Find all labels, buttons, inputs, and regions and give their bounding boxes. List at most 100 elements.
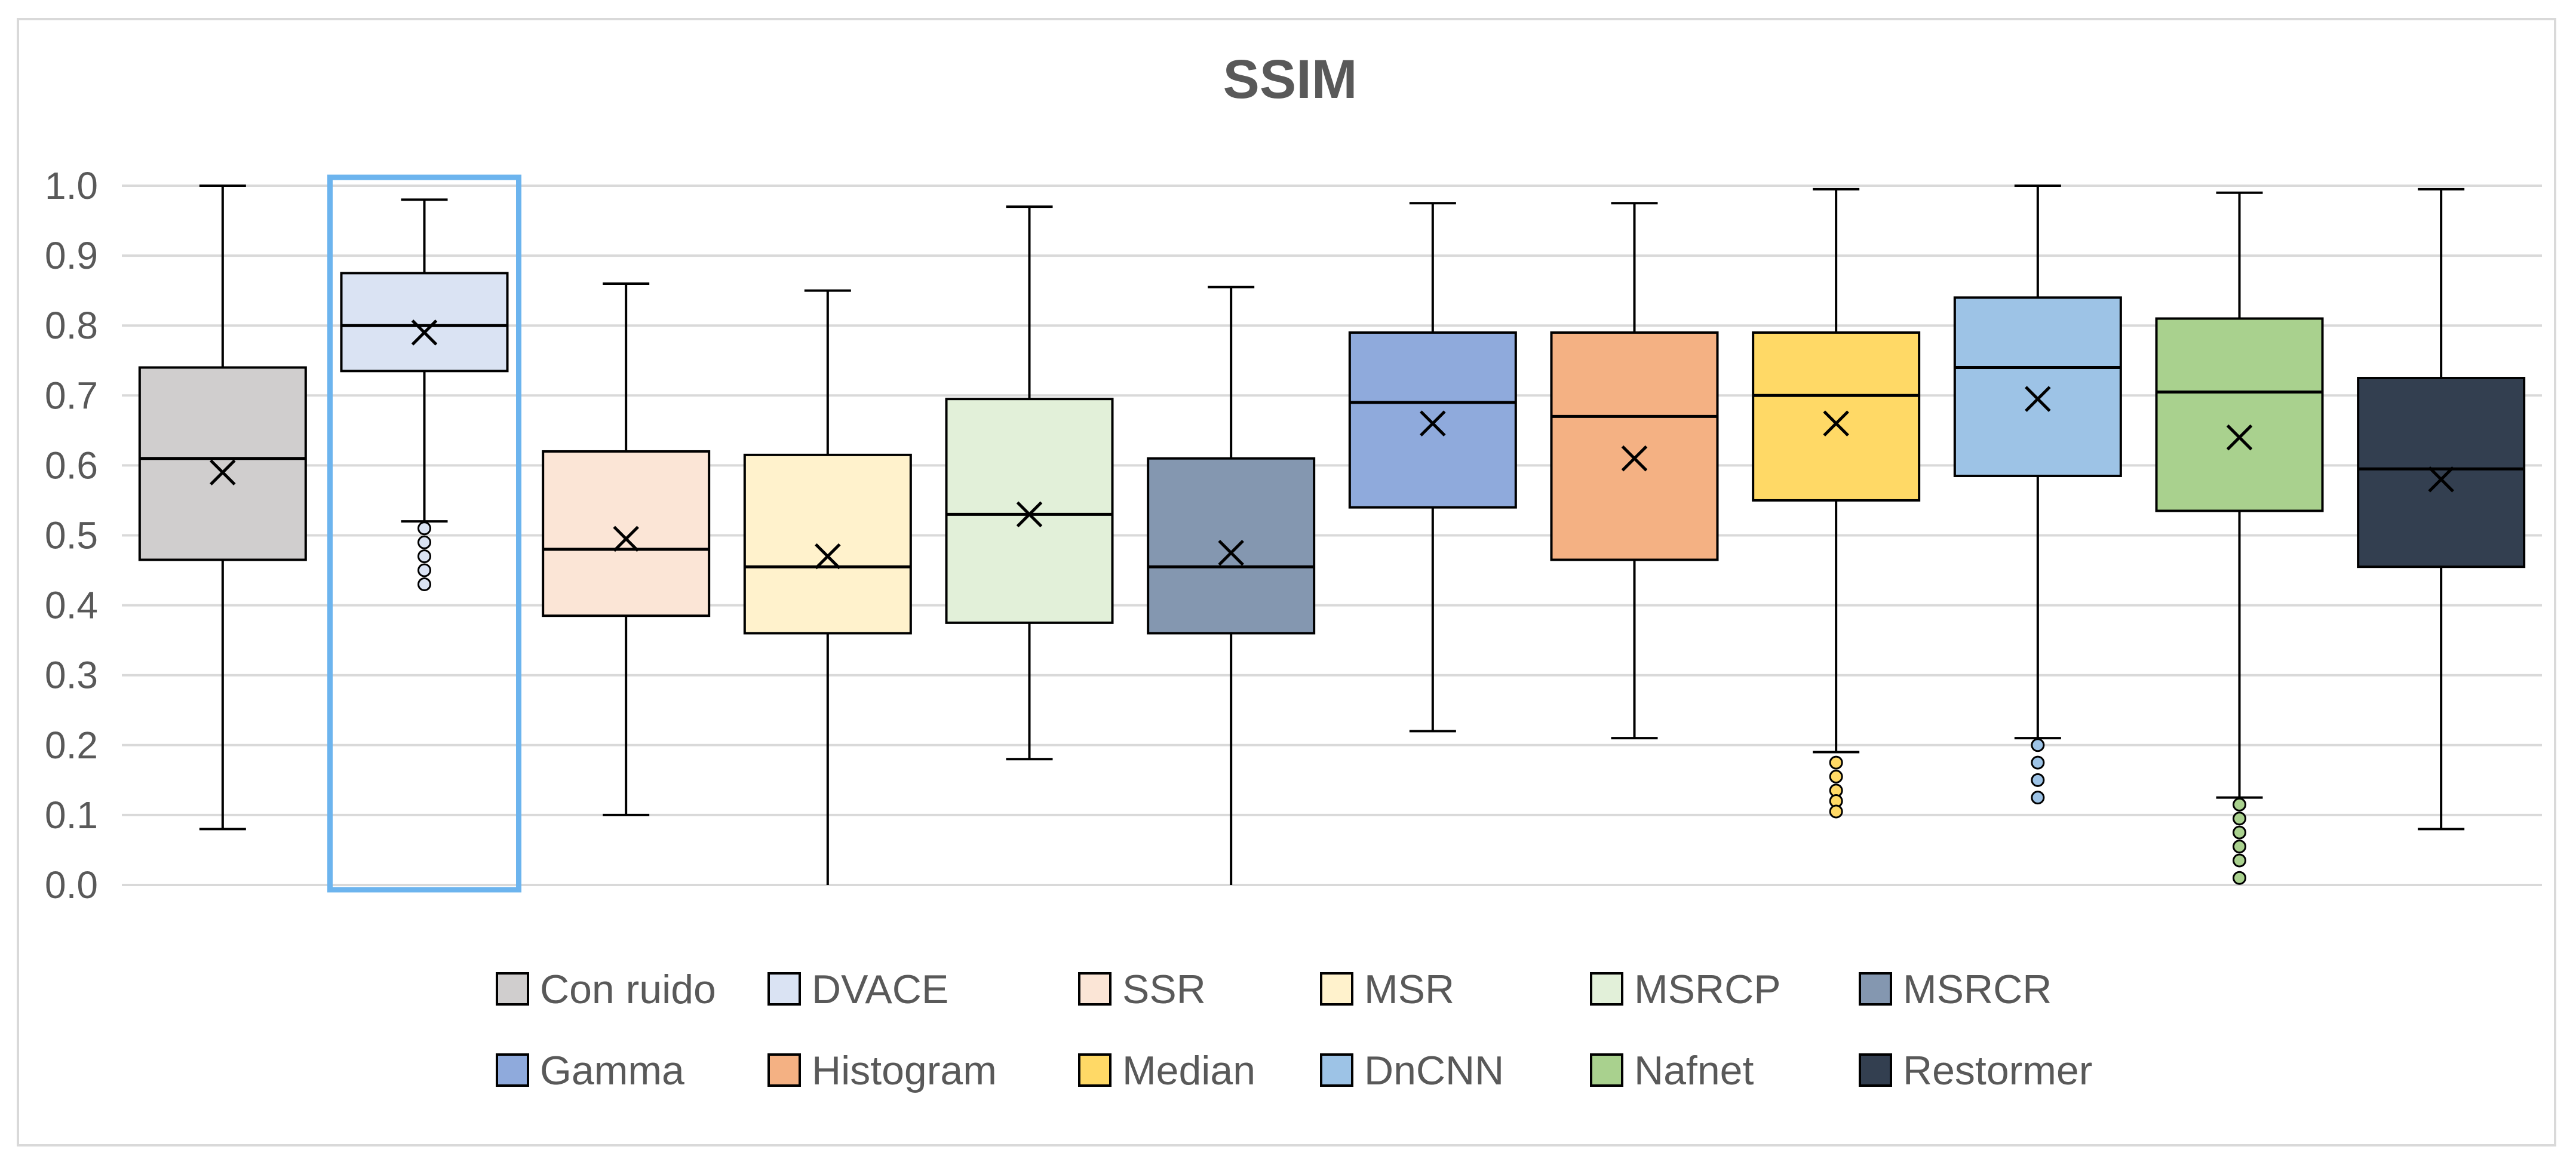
outlier-point xyxy=(417,563,431,577)
boxplot-chart: SSIM 0.0 0.1 0.2 0.3 0.4 0.5 0.6 0.7 0.8 0.9 1.0 C… xyxy=(45,49,2542,1093)
legend-swatch xyxy=(1590,1053,1623,1087)
legend-label: Median xyxy=(1122,1048,1255,1093)
y-tick-label: 0.2 xyxy=(45,724,98,767)
box-body xyxy=(1147,457,1316,635)
mean-marker xyxy=(815,543,841,570)
outlier-point xyxy=(417,577,431,591)
box-msr xyxy=(743,289,912,885)
chart-title: SSIM xyxy=(1223,49,1358,110)
legend-item: SSR xyxy=(1078,967,1206,1012)
legend-label: SSR xyxy=(1122,967,1206,1012)
outlier-point xyxy=(1829,769,1843,783)
y-tick-label: 0.8 xyxy=(45,304,98,347)
legend-item: Gamma xyxy=(496,1048,684,1093)
box-body xyxy=(1752,331,1921,502)
chart-frame: SSIM 0.0 0.1 0.2 0.3 0.4 0.5 0.6 0.7 0.8 0.9 1.0 C… xyxy=(17,18,2556,1147)
legend-item: Con ruido xyxy=(496,967,716,1012)
y-tick-label: 0.1 xyxy=(45,794,98,837)
y-tick-label: 0.5 xyxy=(45,514,98,557)
legend-label: Restormer xyxy=(1903,1048,2092,1093)
outlier-point xyxy=(417,535,431,549)
legend-item: Median xyxy=(1078,1048,1255,1093)
mean-marker xyxy=(1823,410,1849,437)
y-axis-ticks: 0.0 0.1 0.2 0.3 0.4 0.5 0.6 0.7 0.8 0.9 1.0 xyxy=(45,164,98,906)
box-ssr xyxy=(542,282,711,816)
legend-label: DVACE xyxy=(812,967,948,1012)
box-gamma xyxy=(1348,202,1517,733)
legend-label: Nafnet xyxy=(1634,1048,1754,1093)
outlier-point xyxy=(1829,755,1843,770)
y-tick-label: 0.7 xyxy=(45,374,98,417)
legend-swatch xyxy=(496,1053,529,1087)
outlier-point xyxy=(2233,797,2246,812)
legend-label: MSRCR xyxy=(1903,967,2052,1012)
legend-item: MSRCR xyxy=(1859,967,2052,1012)
box-msrcp xyxy=(945,205,1114,761)
box-median xyxy=(1752,188,1921,819)
highlight-layer xyxy=(327,174,521,893)
legend-swatch xyxy=(1859,1053,1892,1087)
legend-swatch xyxy=(1078,972,1112,1006)
legend-item: MSRCP xyxy=(1590,967,1781,1012)
outlier-point xyxy=(2031,755,2045,770)
outlier-point xyxy=(2233,871,2246,885)
outlier-point xyxy=(2233,840,2246,854)
outlier-point xyxy=(2233,853,2246,868)
boxes-layer xyxy=(138,185,2526,885)
outlier-point xyxy=(2233,825,2246,840)
legend-item: Histogram xyxy=(767,1048,997,1093)
mean-marker xyxy=(1621,445,1648,472)
box-body xyxy=(138,366,307,561)
mean-marker xyxy=(1420,410,1446,437)
y-tick-label: 0.6 xyxy=(45,444,98,487)
legend-swatch xyxy=(496,972,529,1006)
box-con-ruido xyxy=(138,185,307,831)
mean-marker xyxy=(411,319,438,346)
outlier-point xyxy=(2031,738,2045,752)
outlier-point xyxy=(417,521,431,536)
box-body xyxy=(2357,377,2526,568)
box-nafnet xyxy=(2155,191,2324,885)
legend-label: Gamma xyxy=(540,1048,684,1093)
legend-label: Con ruido xyxy=(540,967,716,1012)
outlier-point xyxy=(1829,804,1843,819)
legend-label: Histogram xyxy=(812,1048,997,1093)
legend-item: Nafnet xyxy=(1590,1048,1754,1093)
legend-item: MSR xyxy=(1320,967,1454,1012)
box-body xyxy=(542,450,711,617)
y-tick-label: 0.9 xyxy=(45,234,98,277)
mean-marker xyxy=(1218,540,1244,566)
y-tick-label: 0.0 xyxy=(45,863,98,906)
box-dvace xyxy=(340,198,509,591)
legend-item: DnCNN xyxy=(1320,1048,1504,1093)
legend-swatch xyxy=(1859,972,1892,1006)
box-msrcr xyxy=(1147,285,1316,885)
legend-swatch xyxy=(1320,972,1353,1006)
legend-item: DVACE xyxy=(767,967,948,1012)
legend-swatch xyxy=(767,972,801,1006)
box-body xyxy=(1348,331,1517,509)
box-body xyxy=(1550,331,1719,561)
legend-swatch xyxy=(1078,1053,1112,1087)
legend-label: MSR xyxy=(1364,967,1454,1012)
grid-layer xyxy=(122,185,2542,886)
y-tick-label: 1.0 xyxy=(45,164,98,207)
y-tick-label: 0.3 xyxy=(45,654,98,697)
legend: Con ruido DVACE SSR MSR MSRCP MSRCR Gamma Histo… xyxy=(496,967,2092,1093)
outlier-point xyxy=(2233,812,2246,826)
legend-swatch xyxy=(1590,972,1623,1006)
highlight-box xyxy=(327,174,521,893)
mean-marker xyxy=(210,459,236,485)
outlier-point xyxy=(2031,791,2045,805)
box-body xyxy=(1953,296,2122,477)
y-tick-label: 0.4 xyxy=(45,584,98,627)
box-body xyxy=(2155,317,2324,512)
outlier-point xyxy=(2031,773,2045,787)
legend-swatch xyxy=(1320,1053,1353,1087)
box-body xyxy=(340,272,509,373)
mean-marker xyxy=(1016,501,1043,528)
mean-marker xyxy=(2428,466,2454,493)
legend-label: MSRCP xyxy=(1634,967,1781,1012)
box-dncnn xyxy=(1953,185,2122,805)
legend-swatch xyxy=(767,1053,801,1087)
